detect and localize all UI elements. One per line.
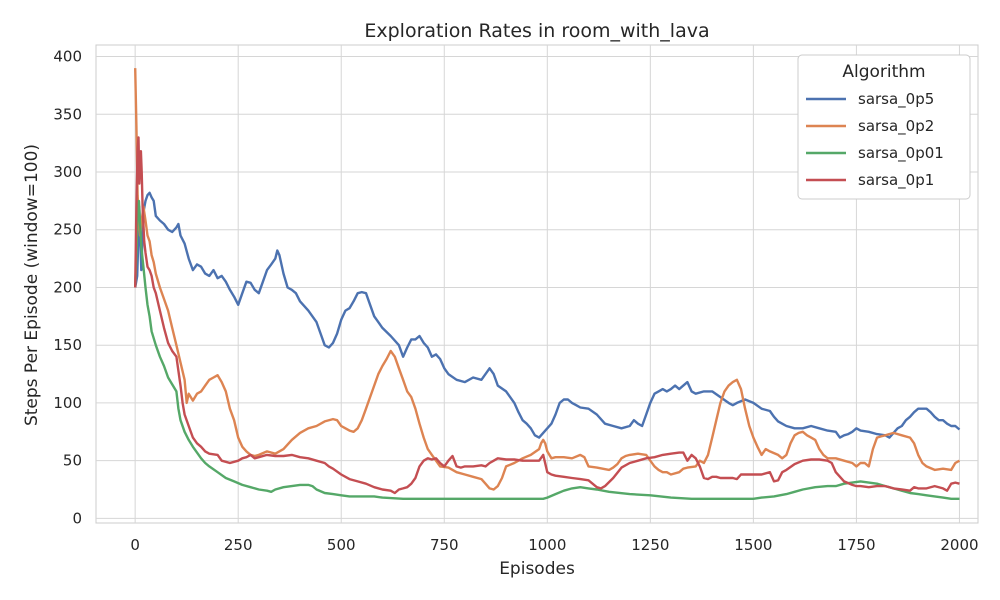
series-line-sarsa_0p01 — [134, 199, 960, 500]
series-line-sarsa_0p2 — [134, 68, 961, 491]
legend-label: sarsa_0p01 — [858, 144, 944, 163]
legend-items: sarsa_0p5 sarsa_0p2 sarsa_0p01 sarsa_0p1 — [806, 90, 944, 190]
chart-title: Exploration Rates in room_with_lava — [364, 20, 709, 42]
x-tick-label: 1000 — [528, 536, 566, 554]
legend-title: Algorithm — [842, 62, 925, 82]
series-line-sarsa_0p1 — [134, 136, 960, 495]
y-tick-label: 50 — [63, 452, 82, 470]
x-tick-label: 500 — [327, 536, 356, 554]
y-tick-label: 400 — [53, 48, 82, 66]
x-axis-label: Episodes — [499, 559, 575, 579]
y-tick-label: 100 — [53, 394, 82, 412]
y-tick-labels: 0 50 100 150 200 250 300 350 400 — [53, 48, 82, 528]
legend-label: sarsa_0p5 — [858, 90, 934, 109]
legend-label: sarsa_0p1 — [858, 171, 934, 190]
series-line-sarsa_0p5 — [134, 191, 961, 439]
y-tick-label: 250 — [53, 221, 82, 239]
x-tick-label: 250 — [224, 536, 253, 554]
y-tick-label: 0 — [72, 509, 82, 527]
x-tick-labels: 0 250 500 750 1000 1250 1500 1750 2000 — [130, 536, 978, 554]
x-tick-label: 1750 — [837, 536, 875, 554]
x-tick-label: 1500 — [734, 536, 772, 554]
x-tick-label: 750 — [430, 536, 459, 554]
x-tick-label: 2000 — [940, 536, 978, 554]
y-tick-label: 300 — [53, 163, 82, 181]
x-tick-label: 1250 — [631, 536, 669, 554]
y-axis-label: Steps Per Episode (window=100) — [22, 144, 42, 426]
series-layer — [134, 68, 961, 500]
legend-label: sarsa_0p2 — [858, 117, 934, 136]
legend-box — [797, 54, 971, 200]
legend: Algorithm sarsa_0p5sarsa_0p2sarsa_0p01sa… — [797, 54, 971, 200]
x-tick-label: 0 — [130, 536, 140, 554]
y-tick-label: 150 — [53, 336, 82, 354]
y-tick-label: 350 — [53, 105, 82, 123]
y-tick-label: 200 — [53, 278, 82, 296]
